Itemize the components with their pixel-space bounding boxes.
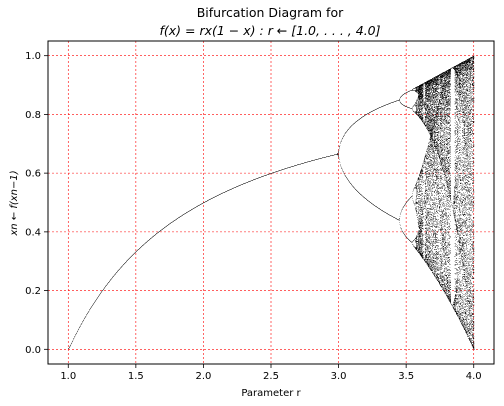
y-tick-label: 0.4 (25, 227, 41, 238)
x-tick-label: 1.0 (60, 371, 76, 382)
plot-frame (47, 40, 495, 365)
ticks-layer: 1.0 1.5 2.0 2.5 3.0 3.5 4.0 0.0 0.2 0.4 0.6 0.8 1.0 (25, 51, 482, 382)
y-tick-label: 1.0 (25, 51, 41, 62)
x-tick-label: 2.5 (263, 371, 279, 382)
y-tick-label: 0.2 (25, 286, 41, 297)
x-tick-label: 3.0 (331, 371, 347, 382)
y-axis-label: xn ← f(xn−1) (9, 170, 20, 236)
x-tick-label: 3.5 (398, 371, 414, 382)
chart-title-line2: f(x) = rx(1 − x) : r ← [1.0, . . . , 4.0… (160, 23, 381, 38)
chart-title-line1: Bifurcation Diagram for (197, 5, 344, 20)
x-tick-label: 1.5 (128, 371, 144, 382)
y-tick-label: 0.6 (25, 169, 41, 180)
x-axis-label: Parameter r (241, 388, 301, 399)
y-tick-label: 0.8 (25, 110, 41, 121)
x-tick-label: 2.0 (195, 371, 211, 382)
y-tick-label: 0.0 (25, 345, 41, 356)
x-tick-label: 4.0 (466, 371, 482, 382)
